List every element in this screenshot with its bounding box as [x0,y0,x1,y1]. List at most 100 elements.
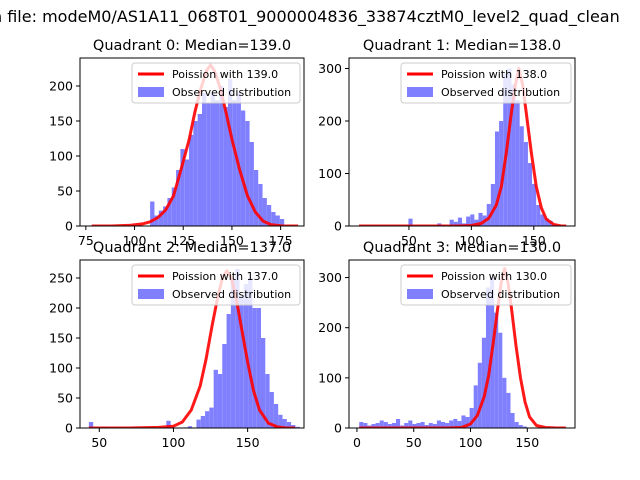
x-tick-label: 100 [123,233,147,248]
histogram-bar [163,206,168,226]
histogram-bar [522,426,527,428]
legend-patch-swatch [407,87,433,97]
histogram-bar [180,149,185,226]
histogram-bar [205,411,210,428]
histogram-bar [507,68,512,226]
histogram-bar [239,296,244,428]
histogram-bar [424,424,429,428]
legend-patch-swatch [138,289,164,299]
y-tick-label: 0 [334,219,342,234]
histogram-bar [445,422,450,428]
x-tick-label: 50 [406,435,422,450]
y-tick-label: 0 [65,219,73,234]
histogram-bar [379,420,384,428]
histogram-bar [219,86,224,226]
histogram-bar [387,423,392,428]
y-tick-label: 0 [65,421,73,436]
histogram-bar [275,215,280,226]
histogram-bar [469,407,474,428]
histogram-bar [223,107,228,226]
legend-entry: Poission with 139.0 [172,68,278,81]
x-tick-label: 150 [522,233,546,248]
histogram-bar [499,121,504,226]
histogram-bar [432,423,437,428]
panel-title: Quadrant 3: Median=130.0 [363,240,561,256]
histogram-bar [363,422,368,428]
histogram-bar [256,308,261,428]
histogram-bar [474,219,479,226]
y-tick-label: 150 [49,331,73,346]
histogram-bar [536,205,541,226]
histogram-bar [477,362,482,428]
legend-entry: Observed distribution [441,288,560,301]
histogram-bar [166,420,171,428]
y-tick-label: 50 [57,184,73,199]
histogram-bar [193,121,198,226]
histogram-bar [371,423,376,428]
histogram-bar [222,344,227,428]
histogram-bar [271,212,276,226]
histogram-bar [213,369,218,428]
y-tick-label: 100 [318,166,342,181]
histogram-bar [187,426,193,428]
histogram-bar [375,422,380,428]
histogram-bar [230,278,236,428]
panel-3: 0 50 100 150 0 100 200 300 Quadrant 3: Median=13… [318,240,576,450]
axes-frame [79,259,305,429]
x-tick-label: 50 [401,233,417,248]
histogram-bar [540,214,545,226]
x-tick-label: 100 [459,435,483,450]
histogram-bar [449,420,454,428]
histogram-bar [461,415,466,428]
histogram-bar [266,205,272,226]
histogram-bar [544,218,549,226]
plot-area [91,63,299,226]
histogram-bar [506,392,511,428]
histogram-bar [420,421,425,428]
x-tick-label: 150 [515,435,539,450]
panel-title: Quadrant 2: Median=137.0 [93,240,291,256]
legend-entry: Observed distribution [441,86,560,99]
histogram-bar [478,212,483,226]
histogram-bar [240,110,246,226]
histogram-bar [249,142,254,226]
histogram-bar [252,308,257,428]
histogram-bar [404,422,409,428]
legend: Poission with 139.0 Observed distribution [131,62,301,104]
x-tick-label: 75 [78,233,94,248]
histogram-bar [408,420,413,428]
histogram-bar [210,93,215,226]
histogram-bar [494,312,499,428]
histogram-bar [440,421,446,428]
histogram-bar [200,416,206,428]
histogram-bar [466,216,471,226]
histogram-bar [498,332,503,428]
histogram-bar [481,337,486,428]
y-tick-label: 300 [318,270,342,285]
histogram-bar [359,421,364,428]
histogram-bar [88,422,94,428]
x-tick-label: 150 [220,233,244,248]
histogram-bar [227,79,233,226]
histogram-bar [167,198,172,226]
legend: Poission with 130.0 Observed distribution [400,264,572,306]
panel-2: 50 100 150 0 50 100 150 200 250 Quadrant 2: Media… [49,240,305,450]
histogram-bar [214,100,220,226]
histogram-bar [286,422,292,428]
histogram-bar [523,142,528,226]
histogram-bar [269,392,274,428]
histogram-bar [465,416,470,428]
histogram-bar [226,314,231,428]
legend-patch-swatch [407,289,433,299]
legend-entry: Observed distribution [172,86,291,99]
histogram-bar [202,93,207,226]
histogram-bar [473,385,478,428]
histogram-bar [282,419,287,428]
histogram-bar [436,420,441,428]
x-tick-label: 100 [162,435,186,450]
panel-title: Quadrant 0: Median=139.0 [93,38,291,54]
histogram-bar [502,377,507,428]
legend: Poission with 137.0 Observed distribution [131,264,301,306]
histogram-bar [532,184,537,226]
